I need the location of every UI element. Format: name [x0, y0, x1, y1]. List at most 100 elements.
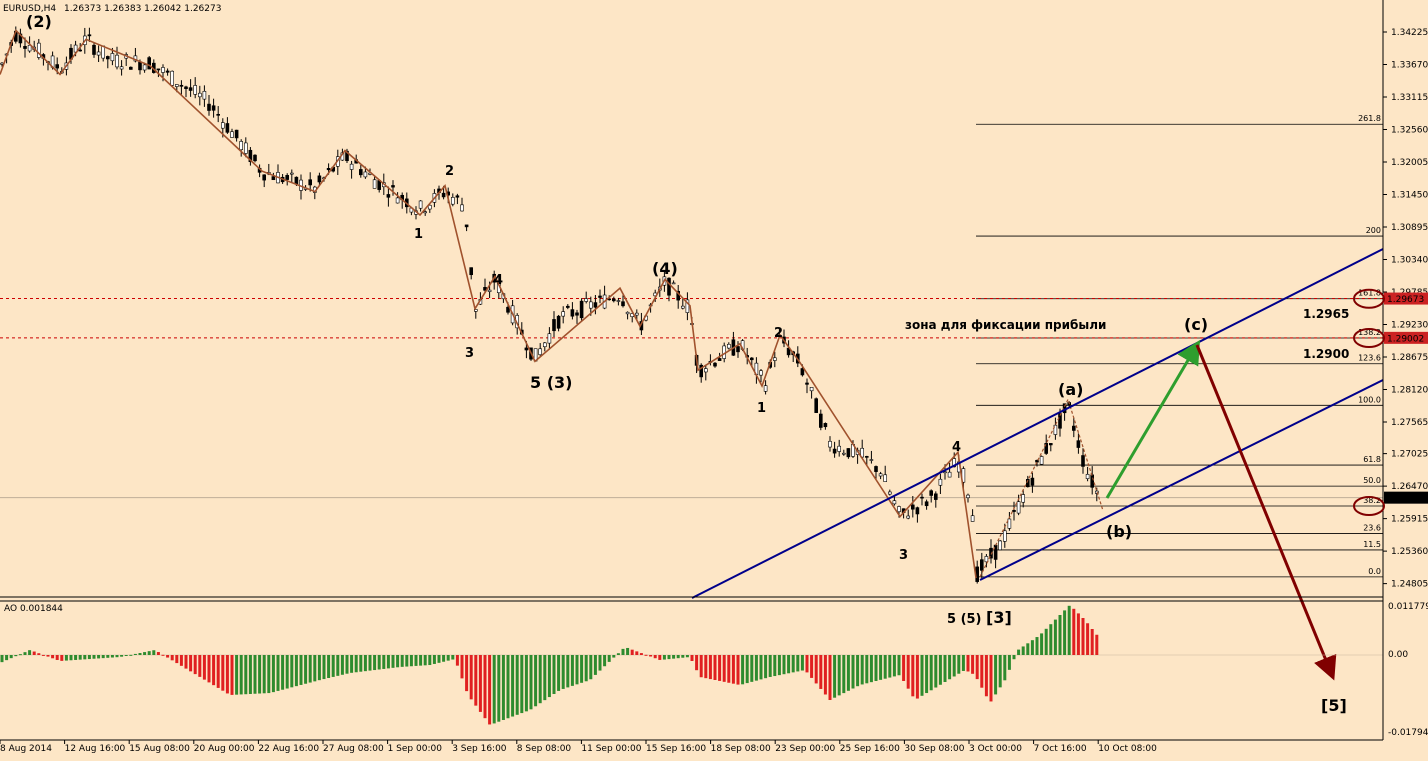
ao-bar: [658, 655, 662, 660]
candle-body: [800, 368, 805, 376]
ao-bar: [271, 655, 275, 693]
price-tick-label: 1.24805: [1391, 580, 1428, 590]
ao-bar: [327, 655, 331, 678]
ao-bar: [28, 650, 32, 655]
ao-label: AO 0.001844: [4, 604, 63, 614]
wave-label-c: (c): [1184, 315, 1208, 334]
ao-bar: [791, 655, 795, 673]
ao-bar: [575, 655, 579, 685]
ao-bar: [998, 655, 1002, 688]
ao-bar: [902, 655, 906, 681]
ao-bar: [179, 655, 183, 666]
ao-bar: [566, 655, 570, 688]
ao-bar: [906, 655, 910, 689]
ao-bar: [368, 655, 372, 671]
ao-bar: [952, 655, 956, 677]
ao-bar: [1030, 640, 1034, 655]
ao-bar: [731, 655, 735, 684]
candle-body: [699, 364, 704, 378]
candle-body: [225, 123, 230, 133]
ao-bar: [630, 649, 634, 655]
candle-body: [110, 53, 115, 62]
profit-zone-text: зона для фиксации прибыли: [905, 318, 1106, 332]
time-tick-label: 12 Aug 16:00: [65, 744, 126, 754]
ao-bar: [423, 655, 427, 666]
candle-body: [864, 456, 869, 458]
ao-bar: [718, 655, 722, 681]
wave-label-4-b: 4: [952, 440, 961, 455]
ao-bar: [754, 655, 758, 681]
candle-body: [1072, 425, 1076, 431]
ao-bar: [221, 655, 225, 691]
candle-body: [1030, 477, 1035, 486]
circle-highlight: [1353, 288, 1385, 309]
ao-bar: [736, 655, 740, 685]
candle-body: [809, 387, 814, 392]
ao-bar: [644, 654, 648, 656]
candle-body: [625, 311, 630, 315]
ao-bar: [980, 655, 984, 688]
ao-bar: [883, 655, 887, 679]
candle-body: [211, 105, 216, 111]
ao-bar: [667, 655, 671, 660]
candle-body: [230, 131, 234, 138]
candle-body: [947, 471, 952, 478]
price-badge-bg: [1384, 491, 1428, 504]
candle-body: [837, 445, 842, 452]
candle-body: [828, 440, 832, 448]
price-badge-bg: [1384, 331, 1428, 344]
ao-bar: [750, 655, 754, 682]
ao-bar: [1003, 655, 1007, 681]
price-tick-label: 1.27565: [1391, 418, 1428, 428]
ao-bar: [662, 655, 666, 660]
ao-bar: [888, 655, 892, 678]
ao-bar: [1007, 655, 1011, 670]
ao-bar: [23, 652, 27, 655]
candle-body: [161, 67, 165, 73]
candle-body: [271, 176, 276, 181]
candle-body: [386, 194, 391, 198]
ao-bar: [488, 655, 492, 725]
ao-bar: [1067, 605, 1071, 655]
price-badges: 1.29673 1.29002 1.26273: [1353, 288, 1428, 517]
ao-bar: [101, 655, 105, 659]
candle-body: [680, 305, 685, 309]
ao-bar: [515, 655, 519, 715]
candle-body: [464, 224, 469, 228]
ao-bar: [584, 655, 588, 682]
ao-bar: [1053, 619, 1057, 655]
ao-bar: [552, 655, 556, 694]
ao-bar: [865, 655, 869, 684]
ao-bar: [451, 655, 455, 660]
candle-body: [584, 298, 589, 302]
ao-bar: [511, 655, 515, 717]
candle-body: [487, 289, 492, 292]
candle-body: [418, 200, 423, 209]
candle-body: [634, 312, 639, 316]
ao-bar: [925, 655, 929, 694]
wave-label-a: (a): [1058, 380, 1083, 399]
ao-bar: [46, 655, 50, 657]
ao-bar: [0, 655, 4, 663]
ao-bar: [230, 655, 234, 695]
ao-bar: [331, 655, 335, 677]
fibonacci-levels: 261.8200161.8138.2123.6100.061.850.038.2…: [0, 114, 1383, 578]
candle-body: [1053, 424, 1058, 435]
candle-body: [759, 370, 763, 376]
candle-body: [846, 448, 851, 458]
ao-bar: [846, 655, 850, 691]
ao-bar: [759, 655, 763, 680]
time-tick-label: 23 Sep 00:00: [775, 744, 835, 754]
ao-bar: [837, 655, 841, 696]
ao-bar: [216, 655, 220, 688]
ao-bar: [529, 655, 533, 710]
ao-bar: [1040, 633, 1044, 655]
candle-body: [749, 357, 754, 361]
ao-bar: [1072, 608, 1076, 655]
ao-bar: [359, 655, 363, 672]
ao-bar: [869, 655, 873, 683]
ao-bar: [833, 655, 837, 698]
ao-bar: [635, 651, 639, 655]
